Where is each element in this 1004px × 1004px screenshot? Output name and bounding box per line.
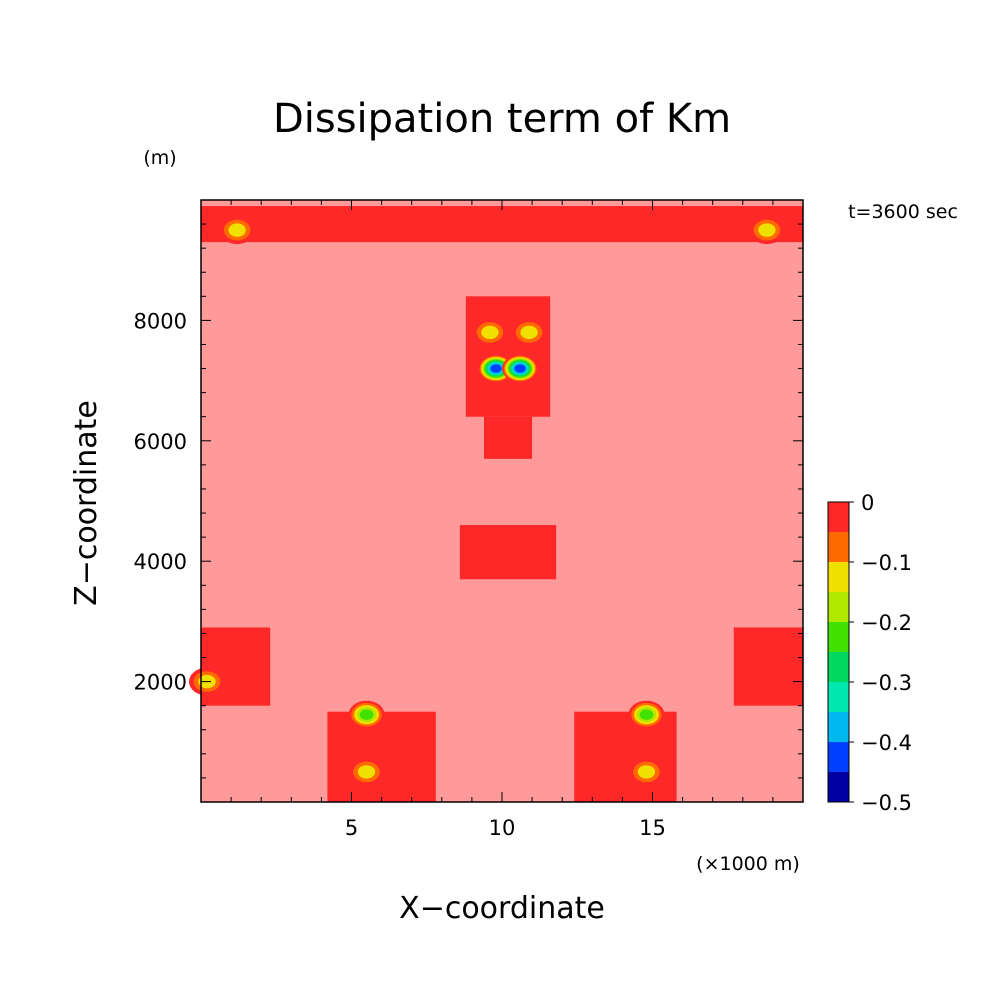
colorbar-tick-label: 0 xyxy=(861,491,874,515)
y-tick-label: 6000 xyxy=(134,430,187,454)
colorbar: 0 −0.1 −0.2 −0.3 −0.4 −0.5 xyxy=(827,491,912,815)
colorbar-segment xyxy=(828,622,849,652)
x-unit-label: (×1000 m) xyxy=(696,853,800,875)
colorbar-tick-label: −0.2 xyxy=(861,611,912,635)
contour-regions xyxy=(201,206,803,802)
contour-region-7 xyxy=(327,711,436,802)
colorbar-segment xyxy=(828,502,849,532)
extremum-level xyxy=(357,765,376,779)
extremum-9 xyxy=(628,700,665,729)
axis-ticks: 5 10 15 2000 4000 6000 8000 xyxy=(134,200,803,840)
colorbar-segment xyxy=(828,562,849,592)
extremum-level xyxy=(359,709,374,720)
extremum-level xyxy=(514,364,526,373)
extremum-level xyxy=(520,325,538,340)
extremum-1 xyxy=(219,216,256,245)
extremum-level xyxy=(758,223,776,237)
contour-region-8 xyxy=(574,711,677,802)
y-tick-label: 2000 xyxy=(134,671,187,695)
extremum-3 xyxy=(471,318,508,347)
extremum-8 xyxy=(348,700,385,729)
colorbar-frame xyxy=(827,501,850,803)
extremum-6 xyxy=(502,354,539,383)
colorbar-segment xyxy=(828,532,849,562)
x-axis-label: X−coordinate xyxy=(399,891,605,926)
contour-region-4 xyxy=(459,525,557,580)
x-tick-label: 15 xyxy=(639,816,666,840)
colorbar-segment xyxy=(828,682,849,712)
colorbar-segment xyxy=(828,772,849,802)
extremum-11 xyxy=(628,757,665,786)
colorbar-tick-label: −0.5 xyxy=(861,791,912,815)
extremum-level xyxy=(490,364,502,373)
x-tick-label: 10 xyxy=(489,816,516,840)
extremum-4 xyxy=(511,318,548,347)
colorbar-segment xyxy=(828,712,849,742)
extremum-2 xyxy=(748,216,785,245)
plot-background xyxy=(201,200,803,802)
contour-region-1 xyxy=(201,206,803,243)
colorbar-segment xyxy=(828,652,849,682)
contour-region-2 xyxy=(465,296,551,417)
y-tick-label: 4000 xyxy=(134,550,187,574)
extremum-level xyxy=(228,223,246,237)
contour-extrema xyxy=(189,216,785,786)
contour-region-6 xyxy=(733,627,803,706)
x-tick-label: 5 xyxy=(345,816,358,840)
colorbar-tick-label: −0.4 xyxy=(861,731,912,755)
colorbar-segment xyxy=(828,742,849,772)
extremum-level xyxy=(481,325,499,340)
y-axis-label: Z−coordinate xyxy=(69,400,104,606)
chart-title: Dissipation term of Km xyxy=(273,96,731,142)
colorbar-tick-label: −0.1 xyxy=(861,551,912,575)
extremum-10 xyxy=(348,757,385,786)
extremum-level xyxy=(637,765,656,779)
y-unit-label: (m) xyxy=(143,147,176,169)
colorbar-segment xyxy=(828,592,849,622)
plot-area: 5 10 15 2000 4000 6000 8000 xyxy=(134,199,804,840)
contour-region-3 xyxy=(483,416,533,459)
extremum-level xyxy=(639,709,654,720)
colorbar-tick-label: −0.3 xyxy=(861,671,912,695)
time-label: t=3600 sec xyxy=(848,201,958,223)
y-tick-label: 8000 xyxy=(134,309,187,333)
